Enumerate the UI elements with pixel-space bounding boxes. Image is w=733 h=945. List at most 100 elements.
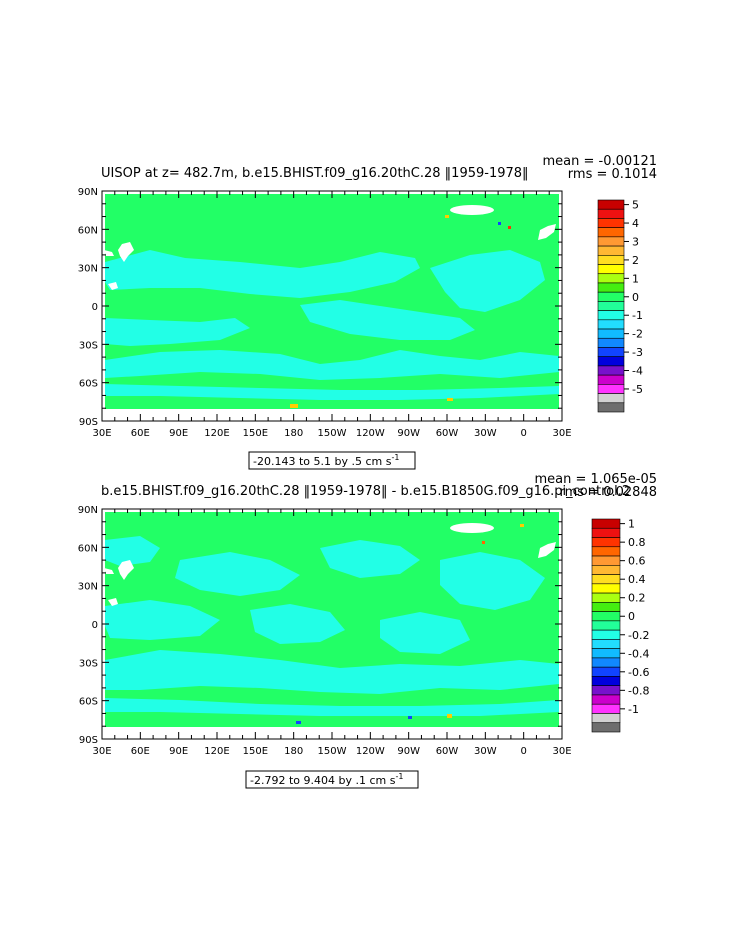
svg-text:-2.792 to 9.404 by .1 cm s-1: -2.792 to 9.404 by .1 cm s-1 xyxy=(250,772,403,787)
panel-2-colorbar: 1 0.8 0.6 0.4 0.2 0 -0.2 -0.4 -0.6 -0.8 -1 xyxy=(591,518,649,733)
colorbar-box xyxy=(597,328,625,339)
x-tick-label: 60E xyxy=(131,746,150,757)
y-tick-label: 90N xyxy=(78,505,98,516)
x-tick-label: 180 xyxy=(284,428,303,439)
panel-2: b.e15.BHIST.f09_g16.20thC.28 ‖1959-1978‖… xyxy=(78,472,657,789)
colorbar-box xyxy=(597,236,625,247)
colorbar-box xyxy=(591,620,621,631)
y-tick-label: 90S xyxy=(79,417,98,428)
colorbar-box xyxy=(597,402,625,413)
hotspots xyxy=(290,215,511,408)
svg-text:-20.143 to 5.1 by .5 cm s-1: -20.143 to 5.1 by .5 cm s-1 xyxy=(253,453,399,468)
colorbar-box xyxy=(597,291,625,302)
colorbar-box xyxy=(597,264,625,275)
colorbar-label: -0.4 xyxy=(628,647,649,660)
panel-1-y-axis: 90N 60N 30N 0 30S 60S 90S xyxy=(78,187,562,428)
colorbar-box xyxy=(591,546,621,557)
x-tick-label: 180 xyxy=(284,746,303,757)
y-tick-label: 0 xyxy=(92,302,98,313)
colorbar-label: 5 xyxy=(632,199,639,212)
panel-2-x-axis: 30E 60E 90E 120E 150E 180 150W 120W 90W 60W 30W 0 30… xyxy=(92,509,572,757)
y-tick-label: 30S xyxy=(79,340,98,351)
colorbar-box xyxy=(597,310,625,321)
x-tick-label: 0 xyxy=(520,428,526,439)
y-tick-label: 60S xyxy=(79,379,98,390)
colorbar-box xyxy=(591,565,621,575)
colorbar-box xyxy=(591,685,621,696)
colorbar-box xyxy=(597,365,625,376)
panel-2-title: b.e15.BHIST.f09_g16.20thC.28 ‖1959-1978‖… xyxy=(101,484,630,499)
colorbar-label: 0.2 xyxy=(628,592,646,605)
x-tick-label: 30E xyxy=(92,428,111,439)
colorbar-box xyxy=(597,218,625,228)
x-tick-label: 30E xyxy=(92,746,111,757)
hotspots xyxy=(296,524,524,724)
colorbar-label: -3 xyxy=(632,346,643,359)
colorbar-box xyxy=(591,694,621,705)
x-tick-label: 60W xyxy=(436,428,459,439)
y-tick-label: 60N xyxy=(78,543,98,554)
panel-1-contour-info: -20.143 to 5.1 by .5 cm s-1 xyxy=(248,451,416,470)
colorbar-label: 0.8 xyxy=(628,536,646,549)
panel-1-contour-sup: -1 xyxy=(391,453,399,462)
colorbar-box xyxy=(597,208,625,219)
colorbar-box xyxy=(591,703,621,714)
colorbar-box xyxy=(597,374,625,385)
y-tick-label: 60N xyxy=(78,225,98,236)
panel-2-y-axis: 90N 60N 30N 0 30S 60S 90S xyxy=(78,505,562,746)
x-tick-label: 120W xyxy=(356,746,385,757)
x-tick-label: 30W xyxy=(474,428,497,439)
colorbar-box xyxy=(591,629,621,640)
panel-2-rms: rms = 0.02848 xyxy=(560,485,657,500)
x-tick-label: 90W xyxy=(397,746,420,757)
x-tick-label: 150E xyxy=(243,428,268,439)
x-tick-label: 90E xyxy=(169,428,188,439)
colorbar-label: -0.8 xyxy=(628,684,649,697)
colorbar-box xyxy=(591,639,621,649)
colorbar-box xyxy=(597,301,625,311)
y-tick-label: 60S xyxy=(79,697,98,708)
colorbar-label: -4 xyxy=(632,365,643,378)
negative-band-regions xyxy=(105,536,559,716)
colorbar-box xyxy=(597,245,625,256)
x-tick-label: 150E xyxy=(243,746,268,757)
colorbar-box xyxy=(591,657,621,668)
colorbar-box xyxy=(591,537,621,548)
x-tick-label: 120W xyxy=(356,428,385,439)
y-tick-label: 30N xyxy=(78,264,98,275)
x-tick-label: 60W xyxy=(436,746,459,757)
panel-2-map xyxy=(101,508,563,740)
panel-2-contour-text: -2.792 to 9.404 by .1 cm s xyxy=(250,774,396,787)
colorbar-box xyxy=(597,227,625,238)
colorbar-box xyxy=(591,555,621,566)
colorbar-label: 0.4 xyxy=(628,573,646,586)
y-tick-label: 0 xyxy=(92,620,98,631)
colorbar-box xyxy=(591,574,621,585)
colorbar-box xyxy=(597,393,625,404)
colorbar-box xyxy=(591,722,621,733)
colorbar-label: -1 xyxy=(632,309,643,322)
x-tick-label: 90E xyxy=(169,746,188,757)
y-tick-label: 90S xyxy=(79,735,98,746)
colorbar-label: -0.6 xyxy=(628,666,649,679)
colorbar-label: -1 xyxy=(628,703,639,716)
colorbar-label: 2 xyxy=(632,254,639,267)
colorbar-box xyxy=(591,713,621,724)
colorbar-box xyxy=(597,319,625,330)
x-tick-label: 30W xyxy=(474,746,497,757)
panel-1-colorbar: 5 4 3 2 1 0 -1 -2 -3 -4 -5 xyxy=(597,199,643,413)
x-tick-label: 150W xyxy=(318,428,347,439)
panel-1-rms: rms = 0.1014 xyxy=(568,167,657,182)
panel-1-x-axis: 30E 60E 90E 120E 150E 180 150W 120W 90W 60W 30W 0 30… xyxy=(92,191,572,439)
x-tick-label: 30E xyxy=(552,428,571,439)
negative-band-regions xyxy=(105,250,559,400)
colorbar-box xyxy=(591,518,621,529)
panel-2-contour-sup: -1 xyxy=(395,772,403,781)
x-tick-label: 90W xyxy=(397,428,420,439)
panel-1: UISOP at z= 482.7m, b.e15.BHIST.f09_g16.… xyxy=(78,154,657,470)
x-tick-label: 150W xyxy=(318,746,347,757)
colorbar-label: 1 xyxy=(632,272,639,285)
panel-1-contour-text: -20.143 to 5.1 by .5 cm s xyxy=(253,455,392,468)
x-tick-label: 30E xyxy=(552,746,571,757)
